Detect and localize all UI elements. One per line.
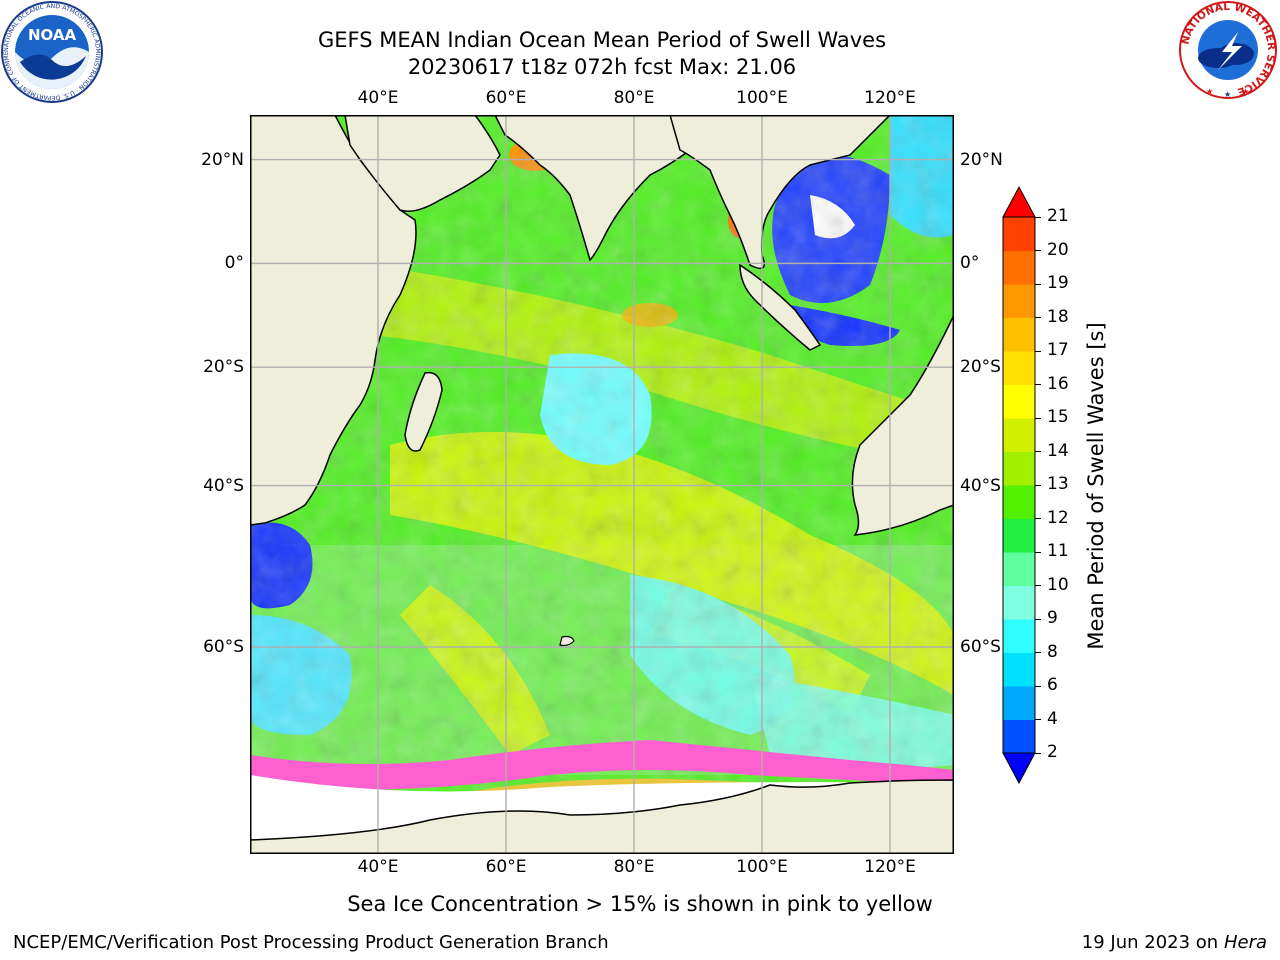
lon-tick-top: 40°E — [357, 88, 399, 108]
colorbar-tick-mark — [1035, 451, 1041, 452]
colorbar — [1002, 185, 1036, 785]
colorbar-tick-label: 18 — [1047, 306, 1069, 327]
lat-tick-left: 40°S — [203, 475, 244, 496]
colorbar-band — [1003, 552, 1035, 586]
colorbar-tick-label: 14 — [1047, 440, 1069, 461]
colorbar-band — [1003, 351, 1035, 385]
svg-text:★: ★ — [1224, 90, 1231, 99]
colorbar-tick-mark — [1035, 350, 1041, 352]
colorbar-tick-mark — [1035, 384, 1041, 385]
lat-tick-left: 60°S — [203, 636, 244, 657]
footer-host: Hera — [1223, 932, 1267, 953]
colorbar-tick-mark — [1035, 551, 1041, 553]
colorbar-band — [1003, 384, 1035, 419]
chart-title: GEFS MEAN Indian Ocean Mean Period of Sw… — [317, 28, 887, 52]
colorbar-tick-label: 21 — [1047, 206, 1069, 226]
lon-tick-bottom: 60°E — [485, 857, 527, 877]
lon-tick-top: 100°E — [736, 88, 788, 108]
lat-tick-left: 0° — [224, 253, 244, 274]
lat-tick-right: 60°S — [960, 636, 1001, 657]
colorbar-band — [1003, 217, 1035, 251]
colorbar-tick-label: 6 — [1047, 675, 1058, 695]
lon-tick-top: 60°E — [485, 88, 527, 108]
colorbar-tick-label: 12 — [1047, 507, 1069, 528]
colorbar-tick-label: 16 — [1047, 373, 1069, 394]
colorbar-band — [1003, 418, 1035, 452]
sumatra-land — [739, 263, 822, 351]
map-frame — [250, 115, 954, 854]
colorbar-band — [1003, 485, 1035, 519]
lat-tick-left: 20°N — [201, 149, 244, 170]
colorbar-tick-mark — [1035, 317, 1041, 318]
colorbar-band — [1003, 518, 1035, 553]
colorbar-label: Mean Period of Swell Waves [s] — [1084, 322, 1108, 650]
colorbar-tick-mark — [1035, 752, 1041, 754]
colorbar-tick-mark — [1035, 652, 1041, 653]
colorbar-tick-mark — [1035, 216, 1041, 218]
lat-tick-right: 20°N — [960, 149, 1003, 170]
kerguelen-island — [559, 635, 575, 647]
colorbar-under-triangle — [1002, 752, 1036, 785]
colorbar-tick-mark — [1035, 719, 1041, 720]
colorbar-band — [1003, 652, 1035, 687]
colorbar-tick-mark — [1035, 585, 1041, 586]
colorbar-tick-label: 20 — [1047, 239, 1069, 260]
colorbar-tick-mark — [1035, 618, 1041, 620]
indochina-land — [669, 115, 892, 270]
colorbar-band — [1003, 719, 1035, 754]
noaa-logo: NATIONAL OCEANIC AND ATMOSPHERIC ADMINIS… — [0, 0, 103, 103]
colorbar-band — [1003, 284, 1035, 318]
colorbar-band — [1003, 250, 1035, 285]
svg-text:NOAA: NOAA — [28, 26, 77, 44]
colorbar-tick-label: 15 — [1047, 407, 1069, 427]
colorbar-tick-mark — [1035, 283, 1041, 285]
arabia-land — [344, 115, 501, 212]
footer-date: 19 Jun 2023 on — [1081, 932, 1219, 953]
antarctica-land — [250, 779, 954, 854]
madagascar-land — [404, 371, 443, 452]
colorbar-band — [1003, 585, 1035, 620]
lat-tick-right: 40°S — [960, 475, 1001, 496]
lat-tick-left: 20°S — [203, 357, 244, 378]
sea-ice-note: Sea Ice Concentration > 15% is shown in … — [347, 892, 933, 916]
colorbar-band — [1003, 317, 1035, 352]
colorbar-tick-mark — [1035, 484, 1041, 486]
lon-tick-top: 120°E — [864, 88, 916, 108]
colorbar-band — [1003, 451, 1035, 486]
colorbar-tick-label: 19 — [1047, 273, 1069, 293]
colorbar-tick-mark — [1035, 518, 1041, 519]
chart-subtitle: 20230617 t18z 072h fcst Max: 21.06 — [407, 55, 797, 79]
sea-ice-pink — [250, 740, 954, 790]
colorbar-tick-label: 11 — [1047, 541, 1069, 561]
colorbar-tick-label: 13 — [1047, 474, 1069, 494]
nws-logo: NATIONAL WEATHER SERVICE ★ ★ ★ — [1179, 1, 1277, 99]
lon-tick-bottom: 100°E — [736, 857, 788, 877]
svg-text:★: ★ — [1206, 87, 1213, 96]
australia-land — [851, 314, 954, 536]
footer-credit: NCEP/EMC/Verification Post Processing Pr… — [13, 932, 609, 953]
lon-tick-bottom: 40°E — [357, 857, 399, 877]
lon-tick-bottom: 80°E — [613, 857, 655, 877]
lat-tick-right: 20°S — [960, 357, 1001, 378]
colorbar-tick-label: 17 — [1047, 340, 1069, 360]
colorbar-tick-label: 9 — [1047, 608, 1058, 628]
lon-tick-bottom: 120°E — [864, 857, 916, 877]
map-plot — [250, 115, 954, 854]
colorbar-band — [1003, 686, 1035, 720]
colorbar-over-triangle — [1002, 185, 1036, 218]
colorbar-tick-label: 10 — [1047, 574, 1069, 595]
colorbar-tick-label: 8 — [1047, 641, 1058, 662]
lat-tick-right: 0° — [960, 253, 980, 274]
colorbar-tick-label: 4 — [1047, 708, 1058, 729]
graticule — [250, 115, 954, 854]
colorbar-tick-mark — [1035, 250, 1041, 251]
lon-tick-top: 80°E — [613, 88, 655, 108]
colorbar-tick-mark — [1035, 417, 1041, 419]
colorbar-tick-label: 2 — [1047, 742, 1058, 762]
colorbar-band — [1003, 619, 1035, 653]
colorbar-tick-mark — [1035, 685, 1041, 687]
svg-text:★: ★ — [1242, 87, 1249, 96]
footer-timestamp: 19 Jun 2023 on Hera — [1082, 932, 1267, 954]
